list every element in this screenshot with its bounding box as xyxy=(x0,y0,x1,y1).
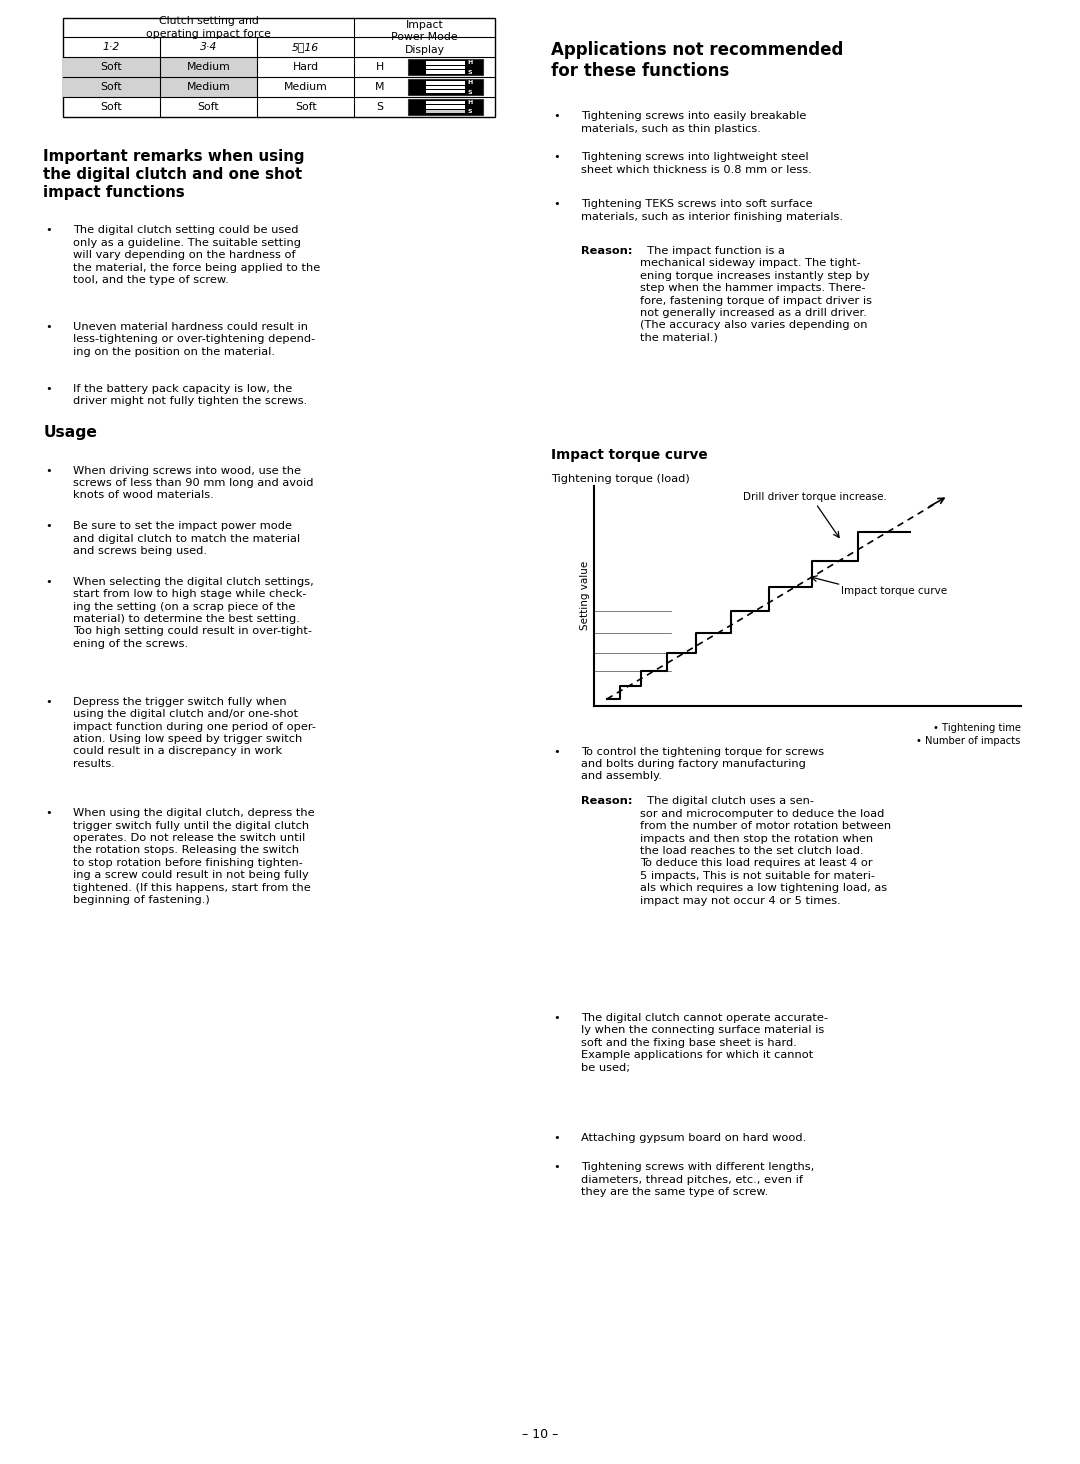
Text: •: • xyxy=(553,199,559,209)
Text: Impact
Power Mode
Display: Impact Power Mode Display xyxy=(391,20,458,54)
Text: Medium: Medium xyxy=(284,82,327,92)
Bar xyxy=(160,78,257,97)
Text: •: • xyxy=(45,697,52,707)
Bar xyxy=(426,66,465,69)
Text: When selecting the digital clutch settings,
start from low to high stage while c: When selecting the digital clutch settin… xyxy=(73,577,314,649)
Text: Soft: Soft xyxy=(100,102,122,113)
Text: Tightening screws with different lengths,
diameters, thread pitches, etc., even : Tightening screws with different lengths… xyxy=(581,1162,814,1198)
Y-axis label: Setting value: Setting value xyxy=(580,561,590,631)
Text: Tightening screws into lightweight steel
sheet which thickness is 0.8 mm or less: Tightening screws into lightweight steel… xyxy=(581,152,812,174)
Bar xyxy=(426,101,465,104)
Text: •: • xyxy=(553,747,559,757)
Text: •: • xyxy=(45,466,52,476)
Bar xyxy=(407,100,484,116)
Text: Soft: Soft xyxy=(100,63,122,72)
Text: Medium: Medium xyxy=(187,82,230,92)
Bar xyxy=(426,81,465,85)
Text: •: • xyxy=(45,521,52,531)
Text: S: S xyxy=(376,102,383,113)
Text: S: S xyxy=(468,89,472,95)
Text: When using the digital clutch, depress the
trigger switch fully until the digita: When using the digital clutch, depress t… xyxy=(73,808,315,905)
Text: S: S xyxy=(468,70,472,75)
Text: – 10 –: – 10 – xyxy=(522,1429,558,1441)
Bar xyxy=(63,18,495,117)
Text: 5～16: 5～16 xyxy=(292,42,320,53)
Text: H: H xyxy=(468,60,472,64)
Text: •: • xyxy=(45,384,52,394)
Text: Uneven material hardness could result in
less-tightening or over-tightening depe: Uneven material hardness could result in… xyxy=(73,322,315,357)
Bar xyxy=(426,61,465,64)
Text: Important remarks when using
the digital clutch and one shot
impact functions: Important remarks when using the digital… xyxy=(43,149,305,201)
Bar xyxy=(426,85,465,89)
Text: •: • xyxy=(45,808,52,818)
Text: To control the tightening torque for screws
and bolts during factory manufacturi: To control the tightening torque for scr… xyxy=(581,747,824,782)
Text: •: • xyxy=(553,1133,559,1143)
Bar xyxy=(407,79,484,95)
Text: Usage: Usage xyxy=(43,425,97,439)
Text: Impact torque curve: Impact torque curve xyxy=(841,587,947,596)
Text: •: • xyxy=(45,322,52,332)
Text: 1·2: 1·2 xyxy=(103,42,120,53)
Bar xyxy=(426,89,465,94)
Text: Impact torque curve: Impact torque curve xyxy=(551,448,707,463)
Bar xyxy=(407,60,484,75)
Text: Be sure to set the impact power mode
and digital clutch to match the material
an: Be sure to set the impact power mode and… xyxy=(73,521,300,556)
Text: Soft: Soft xyxy=(198,102,219,113)
Text: The digital clutch setting could be used
only as a guideline. The suitable setti: The digital clutch setting could be used… xyxy=(73,225,321,285)
Text: •: • xyxy=(45,225,52,236)
Text: • Tightening time
• Number of impacts: • Tightening time • Number of impacts xyxy=(916,723,1021,747)
Text: Drill driver torque increase.: Drill driver torque increase. xyxy=(743,492,887,502)
Bar xyxy=(426,110,465,113)
Text: Depress the trigger switch fully when
using the digital clutch and/or one-shot
i: Depress the trigger switch fully when us… xyxy=(73,697,316,769)
Text: H: H xyxy=(468,81,472,85)
Text: H: H xyxy=(468,100,472,105)
Bar xyxy=(426,70,465,73)
Text: Clutch setting and
operating impact force: Clutch setting and operating impact forc… xyxy=(146,16,271,38)
Text: Tightening screws into easily breakable
materials, such as thin plastics.: Tightening screws into easily breakable … xyxy=(581,111,807,133)
Text: •: • xyxy=(45,577,52,587)
Text: •: • xyxy=(553,1013,559,1023)
Text: Hard: Hard xyxy=(293,63,319,72)
Bar xyxy=(160,57,257,78)
Text: Tightening torque (load): Tightening torque (load) xyxy=(551,474,689,485)
Text: Soft: Soft xyxy=(295,102,316,113)
Text: When driving screws into wood, use the
screws of less than 90 mm long and avoid
: When driving screws into wood, use the s… xyxy=(73,466,314,501)
Text: The impact function is a
mechanical sideway impact. The tight-
ening torque incr: The impact function is a mechanical side… xyxy=(640,246,873,343)
Text: Reason:: Reason: xyxy=(581,246,633,256)
Text: H: H xyxy=(376,63,383,72)
Text: Attaching gypsum board on hard wood.: Attaching gypsum board on hard wood. xyxy=(581,1133,807,1143)
Text: The digital clutch uses a sen-
sor and microcomputer to deduce the load
from the: The digital clutch uses a sen- sor and m… xyxy=(640,796,892,906)
Text: The digital clutch cannot operate accurate-
ly when the connecting surface mater: The digital clutch cannot operate accura… xyxy=(581,1013,828,1073)
Text: S: S xyxy=(468,110,472,114)
Bar xyxy=(63,57,160,78)
Text: If the battery pack capacity is low, the
driver might not fully tighten the scre: If the battery pack capacity is low, the… xyxy=(73,384,308,406)
Text: Soft: Soft xyxy=(100,82,122,92)
Text: Applications not recommended
for these functions: Applications not recommended for these f… xyxy=(551,41,843,81)
Text: Tightening TEKS screws into soft surface
materials, such as interior finishing m: Tightening TEKS screws into soft surface… xyxy=(581,199,843,221)
Text: 3·4: 3·4 xyxy=(200,42,217,53)
Bar xyxy=(63,78,160,97)
Text: Medium: Medium xyxy=(187,63,230,72)
Text: •: • xyxy=(553,152,559,163)
Text: •: • xyxy=(553,111,559,122)
Text: •: • xyxy=(553,1162,559,1173)
Text: M: M xyxy=(375,82,384,92)
Text: Reason:: Reason: xyxy=(581,796,633,807)
Bar xyxy=(426,105,465,108)
